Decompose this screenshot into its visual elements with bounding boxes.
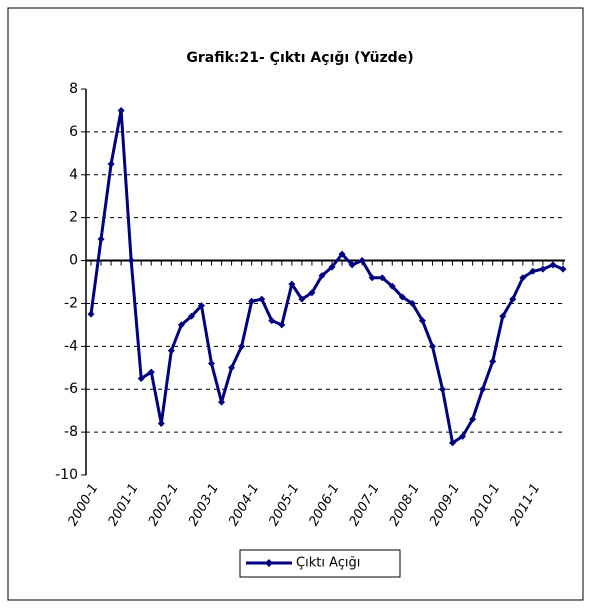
legend-label: Çıktı Açığı [296,556,360,571]
data-point [318,272,326,280]
y-tick-label: -2 [64,295,78,311]
data-point [449,439,457,447]
data-point [539,265,547,273]
data-point [398,293,406,301]
data-point [489,357,497,365]
data-point [549,261,557,269]
data-point [228,364,236,372]
data-point [499,312,507,320]
data-point [208,359,216,367]
y-tick-label: 2 [69,210,78,226]
data-point [459,432,467,440]
y-tick-label: -8 [64,424,78,440]
data-point [519,274,527,282]
data-point [248,297,256,305]
data-point [378,274,386,282]
data-point [358,257,366,265]
y-tick-label: 0 [69,253,78,269]
data-point [308,289,316,297]
y-tick-label: -10 [55,467,78,483]
chart-title: Grafik:21- Çıktı Açığı (Yüzde) [186,50,413,66]
data-point [107,160,115,168]
y-tick-label: 6 [69,124,78,140]
data-point [428,342,436,350]
data-point [298,295,306,303]
data-point [147,368,155,376]
data-point [338,250,346,258]
y-tick-label: -4 [64,338,78,354]
data-point [479,385,487,393]
data-point [388,282,396,290]
data-point [529,267,537,275]
chart-frame [7,7,584,601]
data-point [348,261,356,269]
data-point [137,375,145,382]
data-point [288,280,296,288]
data-point [418,317,426,325]
data-line [89,108,564,445]
data-point [97,235,105,243]
data-point [197,302,205,310]
data-point [368,274,376,282]
data-point [469,415,477,423]
data-point [127,257,135,265]
data-point [328,263,336,271]
data-point [258,295,266,303]
data-point [117,106,125,114]
data-point [438,385,446,393]
data-point [408,299,416,307]
data-point [268,317,276,325]
data-point [559,265,567,273]
y-tick-label: -6 [64,381,78,397]
data-point [238,342,246,350]
y-tick-label: 4 [69,167,78,183]
data-point [87,310,95,318]
y-tick-label: 8 [69,81,78,97]
data-point [167,347,175,355]
data-point [278,321,286,329]
data-point [157,420,165,428]
legend-marker [265,559,273,567]
data-point [187,312,195,320]
data-point [218,398,226,406]
data-point [509,295,517,303]
data-point [177,321,185,329]
